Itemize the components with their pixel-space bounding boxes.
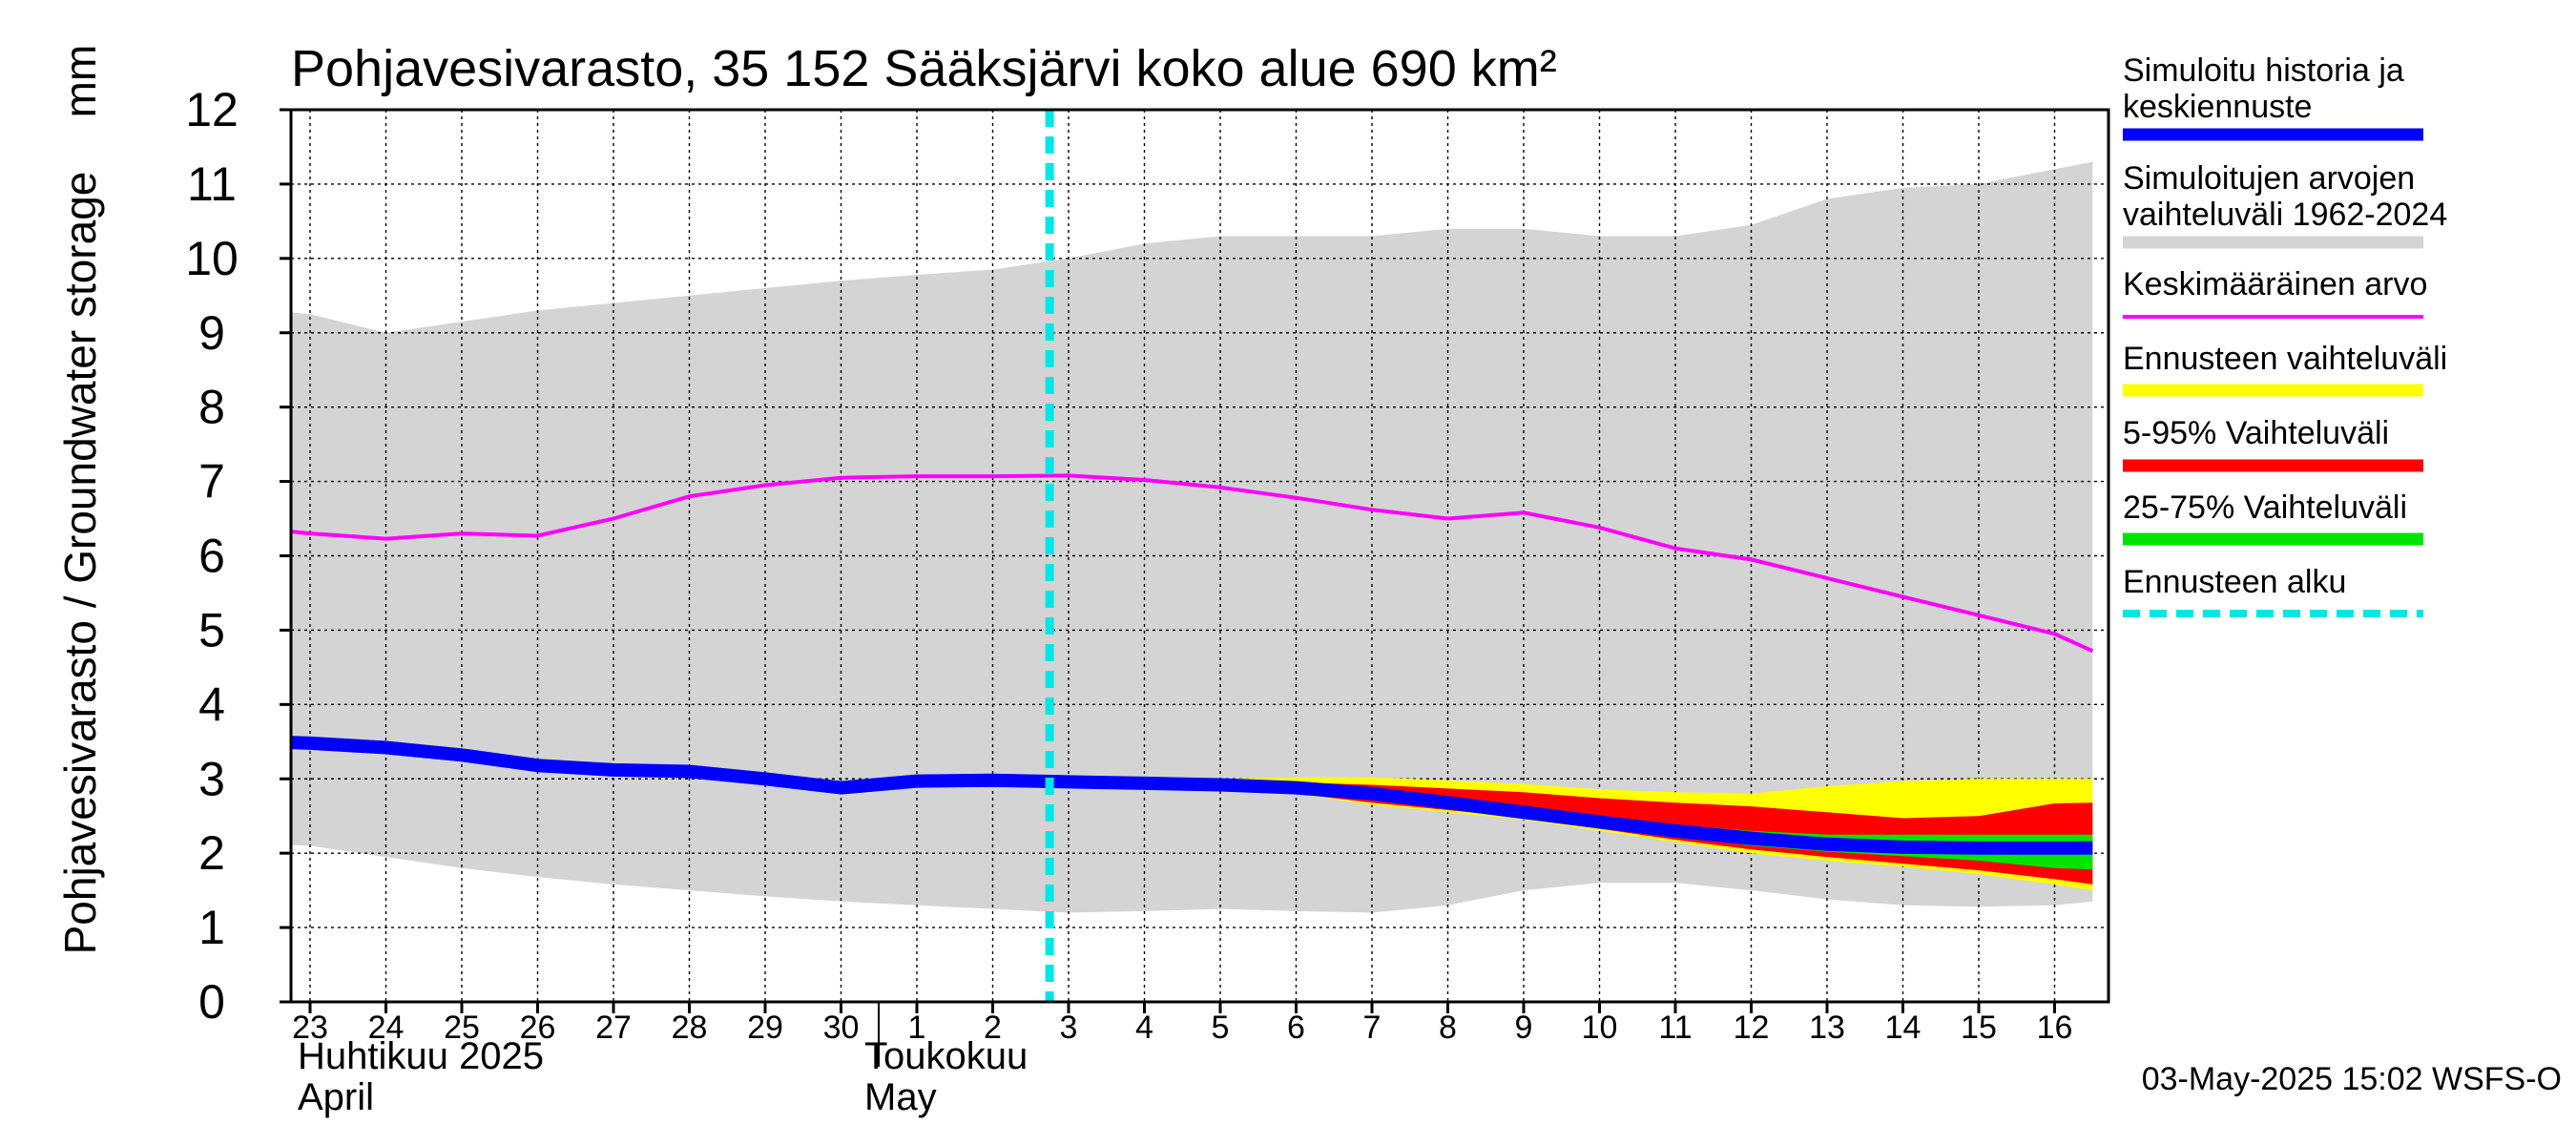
- x-tick-label-24: 24: [368, 1010, 405, 1046]
- x-tick-label-23: 23: [292, 1010, 328, 1046]
- y-tick-label-5: 5: [198, 603, 225, 656]
- legend-label-mean: Keskimääräinen arvo: [2123, 266, 2427, 302]
- mean-line-layer: [291, 473, 2094, 654]
- y-tick-label-0: 0: [198, 975, 225, 1029]
- x-tick-label-29: 29: [747, 1010, 783, 1046]
- x-tick-label-2: 2: [984, 1010, 1002, 1046]
- legend-label-p5-95: 5-95% Vaihteluväli: [2123, 415, 2389, 451]
- x-tick-label-5: 5: [1212, 1010, 1230, 1046]
- x-tick-label-9: 9: [1515, 1010, 1533, 1046]
- x-tick-label-3: 3: [1060, 1010, 1078, 1046]
- x-tick-label-16: 16: [2037, 1010, 2073, 1046]
- y-tick-label-3: 3: [198, 752, 225, 805]
- month-label-1-line2: May: [864, 1076, 937, 1118]
- p5-95-band: [1049, 781, 2093, 885]
- y-tick-label-9: 9: [198, 306, 225, 360]
- legend-label-forecast-range: Ennusteen vaihteluväli: [2123, 341, 2447, 377]
- x-tick-label-7: 7: [1363, 1010, 1381, 1046]
- mean-line: [291, 473, 2094, 654]
- forecast-range-band: [1049, 777, 2093, 891]
- y-axis-unit: mm: [55, 45, 105, 118]
- x-tick-label-28: 28: [672, 1010, 708, 1046]
- y-tick-label-11: 11: [187, 157, 237, 211]
- month-label-0-line2: April: [298, 1076, 374, 1118]
- y-tick-label-12: 12: [185, 83, 239, 136]
- legend-label-simulated: Simuloitu historia ja keskiennuste: [2123, 52, 2413, 125]
- x-tick-label-13: 13: [1809, 1010, 1845, 1046]
- month-label-1-line1: Toukokuu: [864, 1035, 1028, 1077]
- y-tick-label-4: 4: [198, 677, 225, 731]
- x-tick-label-26: 26: [520, 1010, 556, 1046]
- simulated-range-band: [291, 161, 2093, 913]
- x-axis-ticks: 23 24 25 26 27 28 29 30 1 2 3 4 5 6 7 8 9 10 11 12 13 14 15 16: [292, 1002, 2072, 1046]
- x-tick-label-4: 4: [1135, 1010, 1153, 1046]
- legend-label-range: Simuloitujen arvojen vaihteluväli 1962-2…: [2123, 160, 2447, 233]
- y-tick-label-10: 10: [185, 232, 239, 285]
- x-tick-label-25: 25: [444, 1010, 480, 1046]
- legend-label-p25-75: 25-75% Vaihteluväli: [2123, 489, 2407, 526]
- x-tick-label-30: 30: [823, 1010, 860, 1046]
- simulated-line: [291, 736, 2093, 855]
- legend-label-forecast-start: Ennusteen alku: [2123, 564, 2346, 600]
- plot-area: [291, 110, 2109, 1002]
- x-tick-label-10: 10: [1582, 1010, 1618, 1046]
- y-tick-label-7: 7: [198, 455, 225, 509]
- x-tick-label-12: 12: [1734, 1010, 1770, 1046]
- y-axis-label: Pohjavesivarasto / Groundwater storage: [55, 172, 105, 955]
- x-tick-label-14: 14: [1885, 1010, 1922, 1046]
- month-label-0-line1: Huhtikuu 2025: [298, 1035, 544, 1077]
- x-tick-label-11: 11: [1658, 1010, 1692, 1046]
- y-tick-label-8: 8: [198, 381, 225, 434]
- simulated-range-band-layer: [291, 161, 2093, 913]
- x-tick-label-6: 6: [1287, 1010, 1305, 1046]
- y-tick-label-1: 1: [198, 901, 225, 954]
- footer-timestamp: 03-May-2025 15:02 WSFS-O: [2142, 1061, 2562, 1097]
- legend: Simuloitu historia ja keskiennuste Simul…: [2123, 52, 2447, 617]
- x-tick-label-8: 8: [1439, 1010, 1457, 1046]
- x-tick-label-27: 27: [595, 1010, 632, 1046]
- x-tick-label-1: 1: [908, 1010, 926, 1046]
- x-tick-label-15: 15: [1961, 1010, 1997, 1046]
- simulated-line-layer: [291, 736, 2093, 855]
- y-tick-label-2: 2: [198, 826, 225, 880]
- chart-title: Pohjavesivarasto, 35 152 Sääksjärvi koko…: [291, 40, 1557, 97]
- y-tick-label-6: 6: [198, 530, 225, 583]
